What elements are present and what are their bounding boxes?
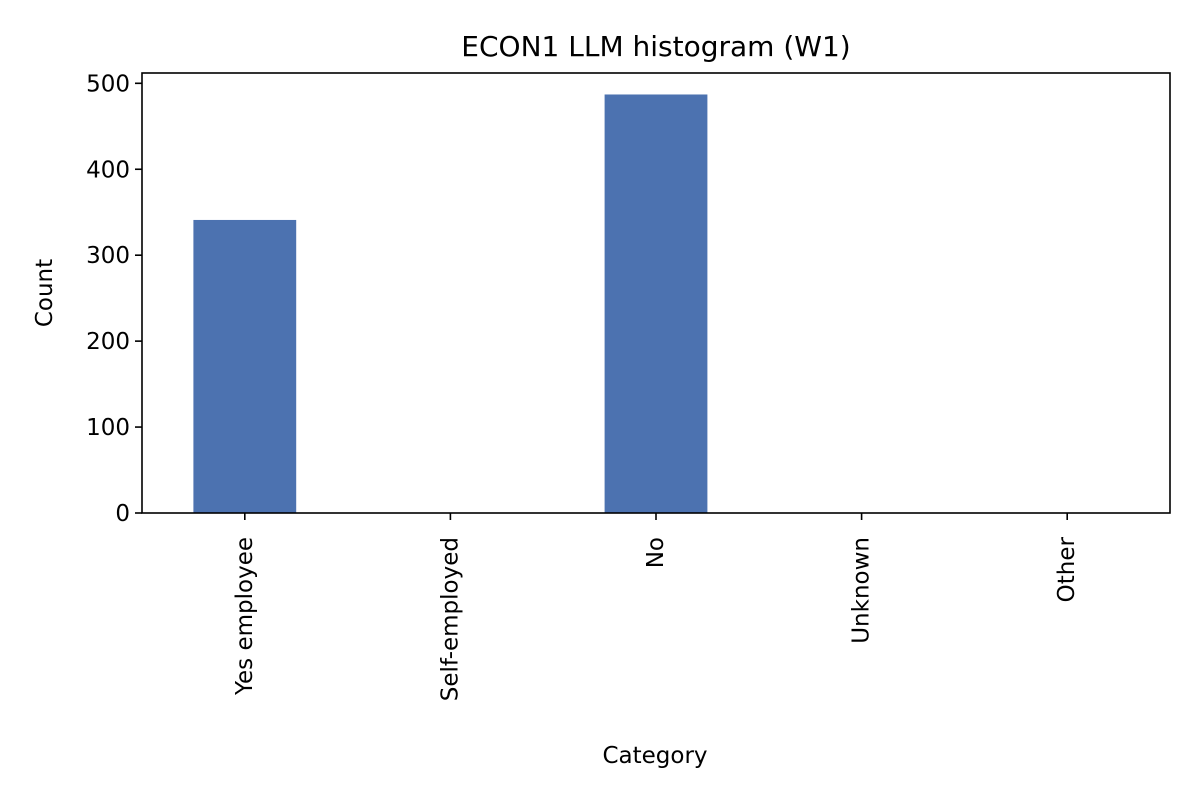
y-axis-label: Count	[32, 259, 58, 327]
bar-yes-employee	[193, 219, 297, 513]
y-tick-label: 200	[86, 329, 130, 355]
y-axis-ticks: 0 100 200 300 400 500	[86, 71, 142, 527]
bar-no	[604, 94, 708, 513]
chart-title: ECON1 LLM histogram (W1)	[461, 30, 850, 63]
y-tick-label: 100	[86, 415, 130, 441]
y-tick-label: 500	[86, 71, 130, 97]
x-axis-ticks: Yes employee Self-employed No Unknown Other	[232, 513, 1080, 701]
y-tick-label: 300	[86, 243, 130, 269]
x-axis-label: Category	[602, 743, 707, 769]
x-tick-label-other: Other	[1054, 536, 1080, 602]
x-tick-label-self-employed: Self-employed	[437, 537, 463, 701]
x-tick-label-unknown: Unknown	[849, 537, 875, 644]
bars-group	[193, 94, 708, 513]
x-tick-label-yes-employee: Yes employee	[232, 537, 258, 696]
x-tick-label-no: No	[643, 537, 669, 568]
plot-frame	[141, 72, 1171, 514]
y-tick-label: 400	[86, 157, 130, 183]
y-tick-label: 0	[115, 501, 130, 527]
